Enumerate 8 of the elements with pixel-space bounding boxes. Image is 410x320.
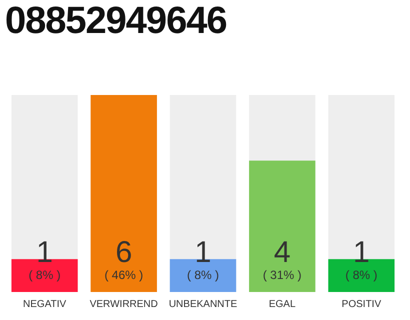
x-tick-label: EGAL (268, 298, 296, 310)
data-label: 4 ( 31% ) (262, 236, 302, 282)
data-label: 6 ( 46% ) (104, 236, 144, 282)
x-tick-label: UNBEKANNTE (168, 298, 238, 310)
x-tick-label: NEGATIV (23, 298, 67, 310)
chart-title: 08852949646 (5, 0, 226, 43)
x-tick-label: VERWIRREND (90, 298, 158, 310)
x-tick-label: POSITIV (342, 298, 382, 310)
